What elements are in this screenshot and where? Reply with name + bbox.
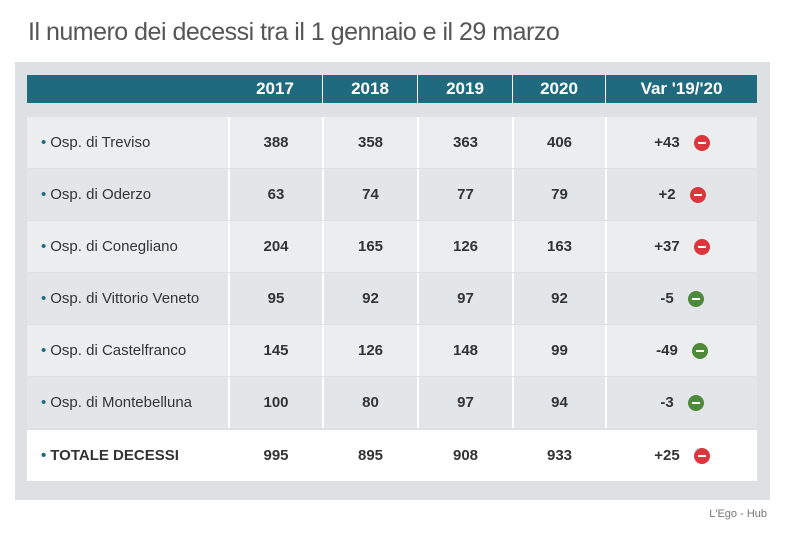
row-label: Osp. di Castelfranco	[27, 325, 228, 376]
cell-value: 388	[228, 117, 322, 168]
status-icon	[687, 394, 704, 411]
cell-value: 995	[228, 430, 322, 481]
var-value: +43	[654, 134, 680, 151]
row-label: Osp. di Treviso	[27, 117, 228, 168]
var-value: +2	[658, 186, 676, 203]
cell-value: 94	[512, 377, 605, 428]
cell-value: 92	[512, 273, 605, 324]
header-cell: Var '19/'20	[605, 75, 757, 103]
header-cell: 2018	[322, 75, 417, 103]
cell-value: 163	[512, 221, 605, 272]
header-cell: 2017	[256, 79, 294, 98]
cell-value: 204	[228, 221, 322, 272]
var-value: -49	[656, 342, 678, 359]
header-bar	[27, 75, 757, 103]
cell-value: 80	[322, 377, 417, 428]
cell-value: 99	[512, 325, 605, 376]
var-cell: -5	[605, 273, 757, 324]
cell-value: 895	[322, 430, 417, 481]
row-label: Osp. di Oderzo	[27, 169, 228, 220]
source: L'Ego - Hub	[709, 508, 767, 520]
var-value: +25	[654, 447, 680, 464]
cell-value: 908	[417, 430, 512, 481]
title: Il numero dei decessi tra il 1 gennaio e…	[28, 18, 560, 46]
row-label: Osp. di Montebelluna	[27, 377, 228, 428]
row-label: Osp. di Vittorio Veneto	[27, 273, 228, 324]
row-label: Osp. di Conegliano	[27, 221, 228, 272]
status-icon	[693, 447, 710, 464]
var-value: -3	[660, 394, 674, 411]
cell-value: 358	[322, 117, 417, 168]
var-cell: +25	[605, 430, 757, 481]
var-cell: +2	[605, 169, 757, 220]
cell-value: 145	[228, 325, 322, 376]
status-icon	[691, 342, 708, 359]
cell-value: 100	[228, 377, 322, 428]
var-cell: -3	[605, 377, 757, 428]
var-cell: +43	[605, 117, 757, 168]
var-cell: -49	[605, 325, 757, 376]
header-cell: 2020	[512, 75, 605, 103]
cell-value: 74	[322, 169, 417, 220]
cell-value: 63	[228, 169, 322, 220]
status-icon	[693, 238, 710, 255]
cell-value: 95	[228, 273, 322, 324]
cell-value: 97	[417, 273, 512, 324]
cell-value: 77	[417, 169, 512, 220]
cell-value: 933	[512, 430, 605, 481]
status-icon	[693, 134, 710, 151]
cell-value: 92	[322, 273, 417, 324]
cell-value: 97	[417, 377, 512, 428]
status-icon	[689, 186, 706, 203]
status-icon	[687, 290, 704, 307]
cell-value: 165	[322, 221, 417, 272]
var-cell: +37	[605, 221, 757, 272]
cell-value: 363	[417, 117, 512, 168]
cell-value: 126	[417, 221, 512, 272]
cell-value: 126	[322, 325, 417, 376]
row-label: TOTALE DECESSI	[27, 430, 228, 481]
header-cell: 2019	[417, 75, 512, 103]
var-value: -5	[660, 290, 674, 307]
cell-value: 79	[512, 169, 605, 220]
var-value: +37	[654, 238, 680, 255]
cell-value: 406	[512, 117, 605, 168]
cell-value: 148	[417, 325, 512, 376]
